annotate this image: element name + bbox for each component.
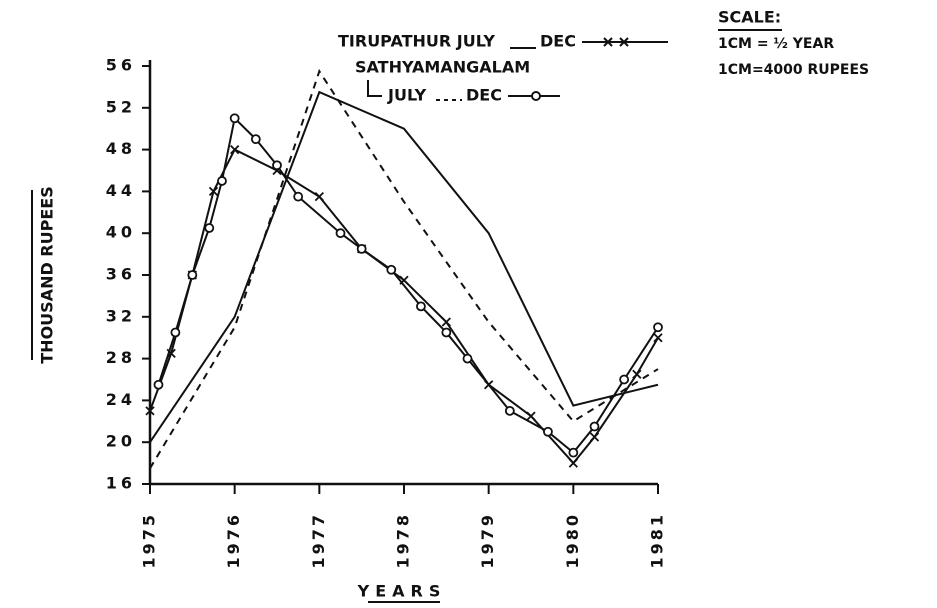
x-tick-label: 1981 <box>648 512 667 569</box>
marker <box>589 421 600 432</box>
marker <box>335 228 346 239</box>
y-tick-label: 56 <box>106 56 136 75</box>
marker <box>653 322 663 333</box>
marker <box>526 411 536 421</box>
marker <box>314 191 324 202</box>
marker <box>187 270 198 280</box>
y-tick-label: 24 <box>106 390 136 409</box>
legend-symbol <box>582 37 668 47</box>
marker <box>217 176 227 186</box>
y-tick-label: 40 <box>106 223 136 242</box>
x-tick-label: 1977 <box>309 512 328 569</box>
marker <box>653 333 663 343</box>
y-tick-label: 44 <box>106 181 136 200</box>
marker <box>208 186 219 197</box>
marker <box>504 405 515 416</box>
series-line <box>149 68 659 469</box>
marker <box>272 160 282 171</box>
marker <box>589 432 600 442</box>
series-line <box>149 90 659 443</box>
marker <box>170 327 181 338</box>
marker <box>568 447 579 458</box>
marker <box>441 317 451 327</box>
marker <box>230 144 240 155</box>
marker <box>356 243 367 254</box>
marker <box>416 301 426 312</box>
legend-text: SATHYAMANGALAM <box>355 58 530 77</box>
marker <box>293 191 304 202</box>
y-tick-label: 36 <box>106 265 136 284</box>
marker <box>462 353 473 364</box>
legend-text: JULY <box>387 86 427 105</box>
marker <box>441 327 452 338</box>
legend-text: TIRUPATHUR JULY <box>338 32 495 51</box>
y-tick-label: 16 <box>106 474 136 493</box>
marker <box>204 223 215 233</box>
marker <box>250 134 261 145</box>
x-tick-label: 1980 <box>563 512 582 569</box>
legend-text: DEC <box>540 32 576 51</box>
marker <box>229 113 240 124</box>
x-axis-label: YEARS <box>357 582 447 601</box>
scale-text: 1CM = ½ YEAR <box>718 36 834 52</box>
marker <box>386 264 397 275</box>
x-tick-label: 1978 <box>394 512 413 569</box>
marker <box>632 369 642 379</box>
y-tick-label: 28 <box>106 348 136 367</box>
marker <box>153 379 164 390</box>
y-tick-label: 48 <box>106 139 136 158</box>
marker <box>568 458 578 468</box>
legend-symbol <box>508 91 560 101</box>
marker <box>145 406 155 416</box>
y-tick-label: 32 <box>106 306 136 325</box>
y-axis-label: THOUSAND RUPEES <box>38 186 57 363</box>
x-tick-label: 1976 <box>224 512 243 569</box>
y-tick-label: 20 <box>106 432 136 451</box>
scale-text: 1CM=4000 RUPEES <box>718 62 869 78</box>
y-tick-label: 52 <box>106 97 136 116</box>
legend-text: DEC <box>466 86 502 105</box>
scale-title: SCALE: <box>718 8 781 27</box>
x-tick-label: 1975 <box>140 512 159 569</box>
marker <box>543 426 553 437</box>
x-tick-label: 1979 <box>478 512 497 569</box>
marker <box>619 374 630 385</box>
legend-arrow <box>367 80 382 97</box>
